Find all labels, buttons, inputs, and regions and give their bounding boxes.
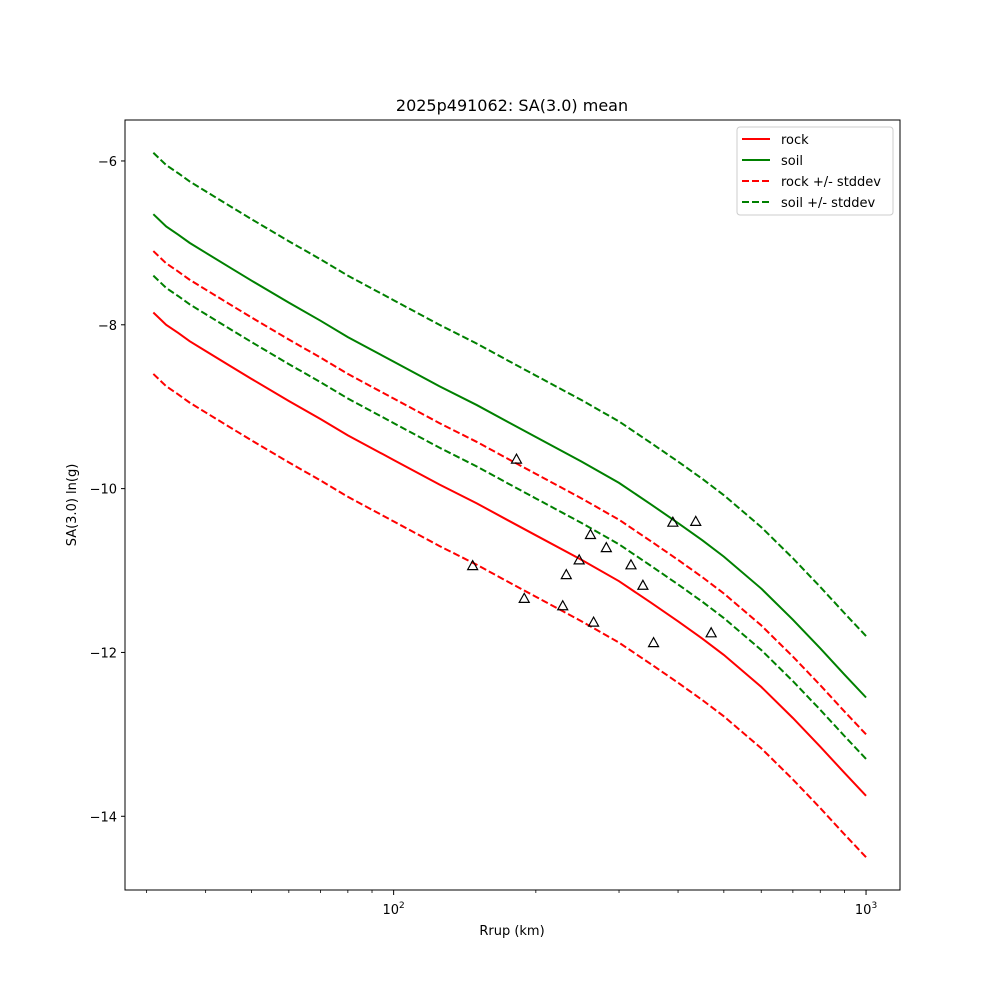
x-axis-label: Rrup (km) (479, 924, 544, 939)
observation-point (510, 452, 523, 464)
series-line-1 (152, 213, 867, 699)
legend-box (736, 126, 894, 216)
observation-point (556, 599, 569, 611)
observation-point (518, 592, 531, 603)
legend-label: soil +/- stddev (781, 196, 876, 211)
observation-point (584, 528, 597, 540)
y-tick-label: −6 (98, 155, 117, 170)
series-line-5 (152, 274, 867, 760)
series-line-0 (152, 311, 867, 797)
observation-point (624, 558, 637, 570)
series-line-2 (152, 250, 867, 736)
chart-title: 2025p491062: SA(3.0) mean (396, 96, 628, 115)
series-line-4 (152, 152, 867, 637)
y-tick-label: −8 (98, 319, 117, 334)
observation-point (666, 515, 679, 527)
legend: rock soil rock +/- stddev soil +/- stddev (736, 126, 894, 216)
observation-point (587, 615, 600, 627)
observation-point (689, 515, 702, 526)
series-layer (152, 152, 867, 858)
y-tick-label: −14 (90, 810, 117, 825)
observation-point (600, 541, 613, 553)
observation-point (560, 568, 573, 580)
y-axis-label: SA(3.0) ln(g) (65, 464, 80, 547)
y-tick-label: −10 (90, 483, 117, 498)
series-line-3 (152, 373, 867, 858)
observation-point (466, 559, 479, 571)
plot-frame (124, 119, 901, 891)
y-tick-label: −12 (90, 646, 117, 661)
legend-label: rock (781, 133, 809, 148)
tick-layer: −6 −8 −10 −12 −14 102 103 (90, 155, 878, 918)
x-tick-label: 103 (855, 901, 877, 918)
legend-label: soil (781, 154, 803, 169)
x-tick-label: 102 (382, 901, 404, 918)
observation-point (647, 636, 660, 648)
legend-label: rock +/- stddev (781, 175, 881, 190)
observation-point (573, 553, 586, 565)
observation-point (705, 626, 718, 638)
observations-layer (466, 452, 718, 648)
observation-point (636, 579, 649, 590)
